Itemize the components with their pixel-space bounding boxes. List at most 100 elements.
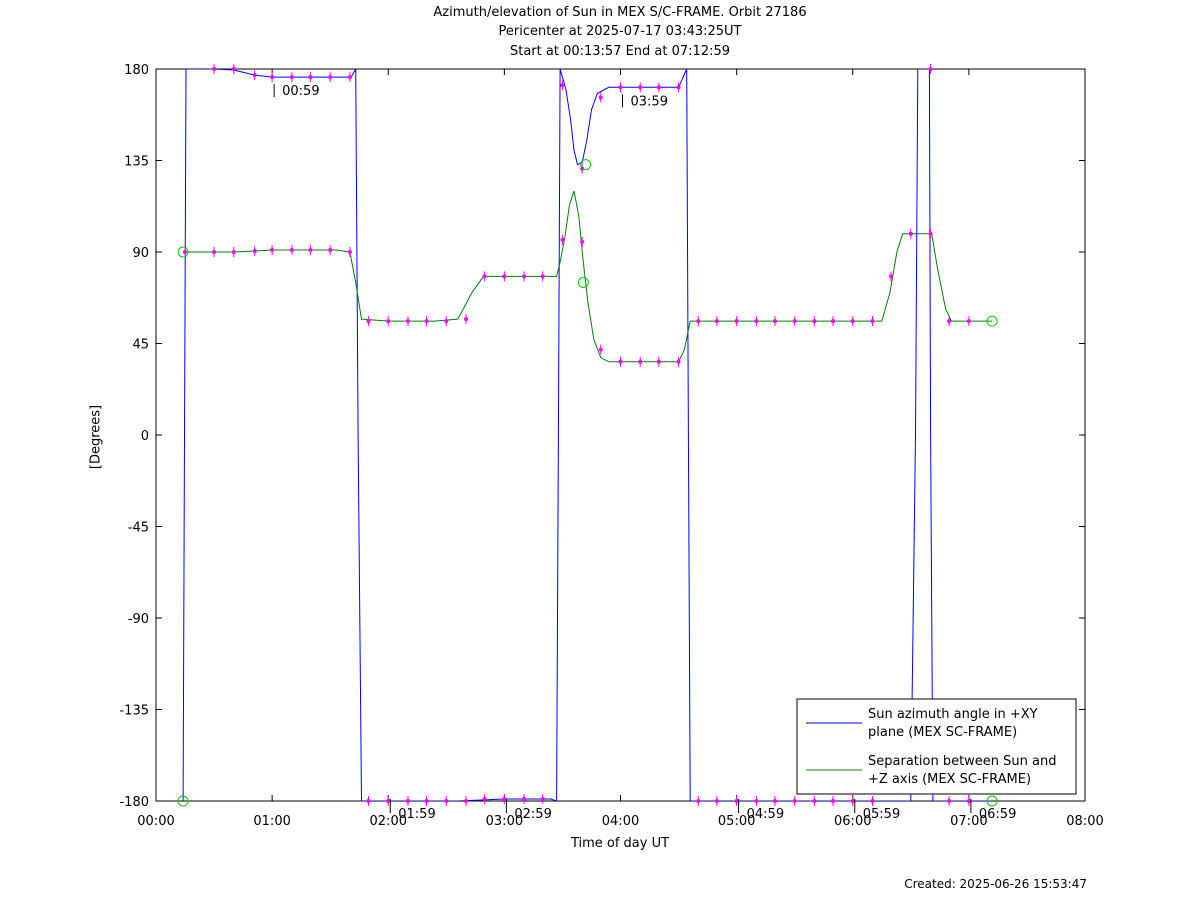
data-marker xyxy=(212,250,217,254)
series-line-2 xyxy=(183,190,993,363)
time-annotation: 05:59 xyxy=(863,807,900,822)
data-marker xyxy=(714,319,719,324)
event-circle-marker xyxy=(580,159,592,171)
data-marker xyxy=(754,799,759,803)
data-marker xyxy=(252,248,257,253)
y-tick-label: 45 xyxy=(132,338,149,353)
y-tick-label: -90 xyxy=(128,612,149,627)
event-circle-marker xyxy=(986,795,998,807)
y-tick-label: 135 xyxy=(124,155,149,170)
data-marker xyxy=(714,799,719,803)
x-tick-label: 03:00 xyxy=(486,814,523,829)
data-marker xyxy=(270,75,275,80)
y-tick-label: -135 xyxy=(119,704,149,719)
legend-entry-1: Sun azimuth angle in +XY xyxy=(868,707,1038,722)
data-marker xyxy=(386,319,391,324)
data-marker xyxy=(870,319,875,324)
data-marker xyxy=(347,250,352,254)
data-marker xyxy=(366,319,371,324)
data-marker xyxy=(289,75,294,80)
data-marker xyxy=(792,319,797,324)
data-marker xyxy=(347,75,352,80)
time-annotation: 00:59 xyxy=(282,84,319,99)
data-marker xyxy=(405,319,410,324)
data-marker xyxy=(618,359,623,364)
data-marker xyxy=(464,799,469,803)
y-tick-label: 180 xyxy=(124,63,149,78)
data-marker xyxy=(308,247,313,252)
data-marker xyxy=(870,799,875,803)
data-marker xyxy=(850,799,855,803)
data-marker xyxy=(560,237,565,242)
data-marker xyxy=(212,67,217,71)
time-annotation: 02:59 xyxy=(514,807,551,822)
data-marker xyxy=(676,359,681,364)
data-marker xyxy=(444,319,449,324)
y-tick-label: 90 xyxy=(132,246,149,261)
data-marker xyxy=(598,347,603,352)
data-marker xyxy=(540,274,545,279)
x-tick-label: 07:00 xyxy=(950,814,987,829)
created-timestamp: Created: 2025-06-26 15:53:47 xyxy=(904,877,1087,891)
x-axis-label: Time of day UT xyxy=(570,836,670,851)
data-marker xyxy=(424,799,429,803)
data-marker xyxy=(638,85,643,90)
time-annotation: 04:59 xyxy=(747,807,784,822)
data-marker xyxy=(522,274,527,279)
x-tick-label: 06:00 xyxy=(834,814,871,829)
data-marker xyxy=(482,274,487,279)
data-marker xyxy=(656,85,661,90)
data-marker xyxy=(696,319,701,324)
data-marker xyxy=(850,319,855,324)
data-marker xyxy=(928,231,933,236)
data-marker xyxy=(928,67,933,71)
data-marker xyxy=(308,75,313,80)
x-tick-label: 02:00 xyxy=(370,814,407,829)
data-marker xyxy=(464,317,469,322)
legend-entry-2: +Z axis (MEX SC-FRAME) xyxy=(868,772,1031,787)
data-marker xyxy=(405,799,410,803)
data-marker xyxy=(231,250,236,254)
data-marker xyxy=(580,239,585,244)
data-marker xyxy=(966,319,971,324)
data-marker xyxy=(947,319,952,324)
data-marker xyxy=(812,319,817,324)
data-marker xyxy=(772,319,777,324)
data-marker xyxy=(947,799,952,803)
legend-entry-1: plane (MEX SC-FRAME) xyxy=(868,725,1017,740)
data-marker xyxy=(560,83,565,88)
data-marker xyxy=(792,799,797,803)
x-tick-label: 05:00 xyxy=(718,814,755,829)
x-tick-label: 00:00 xyxy=(137,814,174,829)
data-marker xyxy=(386,799,391,803)
y-tick-label: 0 xyxy=(141,429,149,444)
data-marker xyxy=(696,799,701,803)
data-marker xyxy=(522,796,527,801)
plot-frame xyxy=(155,68,1086,802)
data-marker xyxy=(289,247,294,252)
event-circle-marker xyxy=(577,277,589,288)
legend-entry-2: Separation between Sun and xyxy=(868,754,1056,769)
data-marker xyxy=(598,95,603,100)
data-marker xyxy=(908,231,913,236)
chart-title-line-2: Pericenter at 2025-07-17 03:43:25UT xyxy=(498,24,742,39)
data-marker xyxy=(812,799,817,803)
x-tick-label: 08:00 xyxy=(1066,814,1103,829)
data-marker xyxy=(502,274,507,279)
y-tick-label: -45 xyxy=(128,521,149,536)
data-marker xyxy=(734,799,739,803)
data-marker xyxy=(618,85,623,90)
data-marker xyxy=(231,67,236,71)
data-marker xyxy=(328,75,333,80)
data-marker xyxy=(638,359,643,364)
data-marker xyxy=(540,796,545,801)
data-marker xyxy=(656,359,661,364)
chart-title-line-3: Start at 00:13:57 End at 07:12:59 xyxy=(509,44,731,59)
data-marker xyxy=(366,799,371,803)
data-marker xyxy=(183,250,188,254)
x-tick-label: 04:00 xyxy=(602,814,639,829)
y-tick-label: -180 xyxy=(119,795,149,810)
event-circle-marker xyxy=(986,315,998,327)
data-marker xyxy=(424,319,429,324)
